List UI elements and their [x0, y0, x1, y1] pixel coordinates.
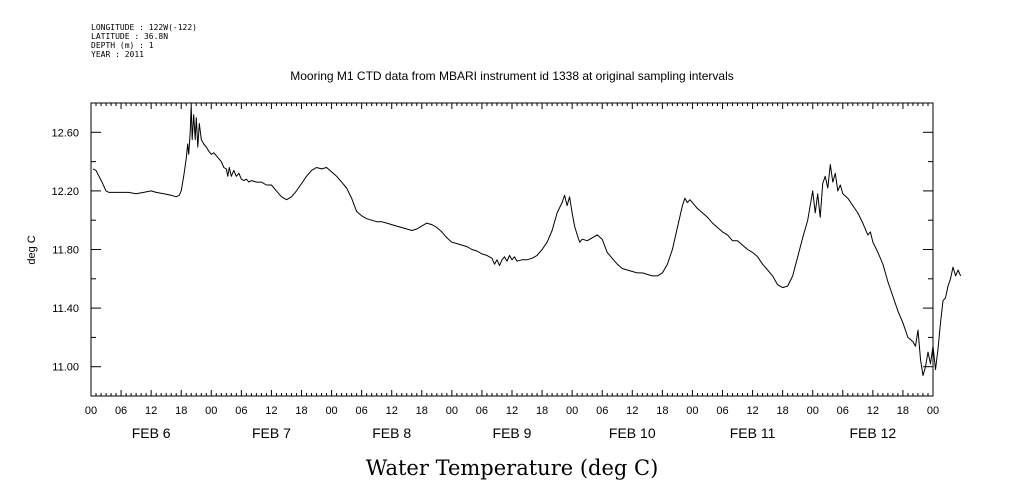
y-axis-label: deg C: [26, 235, 38, 264]
day-label: FEB 12: [850, 425, 897, 441]
x-tick-label: 00: [205, 405, 217, 417]
x-tick-label: 18: [777, 405, 789, 417]
x-tick-label: 00: [566, 405, 578, 417]
x-tick-label: 06: [837, 405, 849, 417]
x-tick-label: 00: [325, 405, 337, 417]
x-tick-label: 18: [416, 405, 428, 417]
meta-line: YEAR : 2011: [91, 50, 144, 59]
y-tick-label: 11.80: [52, 245, 79, 257]
x-tick-label: 00: [686, 405, 698, 417]
x-tick-label: 06: [716, 405, 728, 417]
x-axis-label: Water Temperature (deg C): [366, 456, 659, 480]
day-label: FEB 6: [132, 425, 171, 441]
x-tick-label: 18: [175, 405, 187, 417]
x-tick-label: 18: [536, 405, 548, 417]
x-tick-label: 12: [145, 405, 157, 417]
plot-frame: [90, 102, 934, 397]
day-label: FEB 11: [730, 425, 776, 441]
meta-line: DEPTH (m) : 1: [91, 41, 154, 50]
x-tick-label: 12: [626, 405, 638, 417]
y-tick-label: 12.60: [51, 127, 79, 139]
y-axis: 11.00 11.40 11.80 12.20 12.60: [51, 102, 933, 397]
x-tick-label: 12: [386, 405, 398, 417]
y-tick-label: 12.20: [51, 186, 79, 198]
x-tick-label: 06: [356, 405, 368, 417]
x-tick-label: 12: [506, 405, 518, 417]
day-label: FEB 9: [493, 425, 532, 441]
x-tick-label: 12: [867, 405, 879, 417]
x-tick-label: 00: [927, 405, 939, 417]
x-tick-label: 06: [235, 405, 247, 417]
series-line: [92, 105, 962, 376]
meta-line: LATITUDE : 36.8N: [91, 32, 168, 41]
x-tick-label: 00: [85, 405, 97, 417]
metadata-block: LONGITUDE : 122W(-122) LATITUDE : 36.8N …: [91, 23, 197, 59]
x-tick-label: 12: [746, 405, 758, 417]
day-label: FEB 7: [252, 425, 291, 441]
x-tick-label: 18: [656, 405, 668, 417]
x-tick-label: 06: [596, 405, 608, 417]
x-tick-label: 00: [446, 405, 458, 417]
chart-title: Mooring M1 CTD data from MBARI instrumen…: [290, 69, 734, 83]
x-tick-label: 00: [807, 405, 819, 417]
y-tick-label: 11.40: [52, 303, 79, 315]
x-tick-label: 18: [295, 405, 307, 417]
y-tick-label: 11.00: [52, 362, 79, 374]
x-tick-label: 06: [115, 405, 127, 417]
x-tick-label: 18: [897, 405, 909, 417]
x-tick-label: 06: [476, 405, 488, 417]
x-axis: 00 06 12 18 00 06 12 18 00 06 12 18 00 06 12 18 00 06 12 18…: [85, 103, 939, 441]
day-label: FEB 8: [372, 425, 411, 441]
day-label: FEB 10: [609, 425, 656, 441]
series-group: [92, 105, 962, 376]
x-tick-label: 12: [265, 405, 277, 417]
meta-line: LONGITUDE : 122W(-122): [91, 23, 197, 32]
